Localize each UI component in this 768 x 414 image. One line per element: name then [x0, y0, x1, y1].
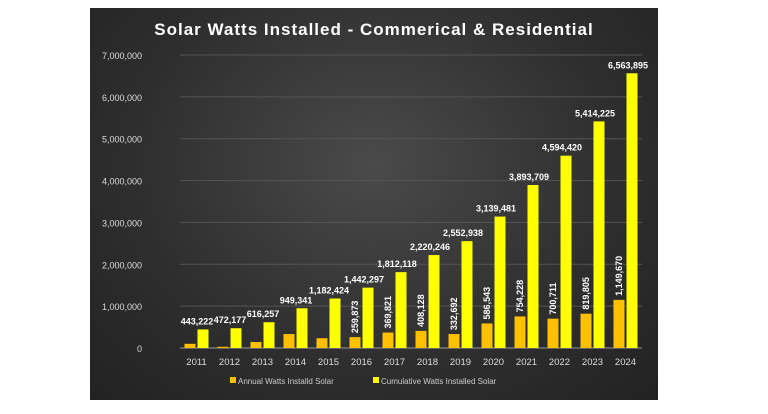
bar-cumulative [494, 216, 506, 348]
legend-swatch-annual [230, 377, 236, 383]
bar-annual [283, 334, 295, 348]
bar-annual [217, 346, 229, 348]
data-label-cumulative: 1,182,424 [309, 286, 349, 296]
data-label-cumulative: 6,563,895 [608, 60, 648, 70]
chart: Solar Watts Installed - Commerical & Res… [90, 8, 658, 400]
bar-annual [316, 338, 328, 348]
data-label-cumulative: 3,139,481 [476, 204, 516, 214]
data-label-annual: 754,228 [515, 280, 525, 313]
x-tick-label: 2017 [384, 357, 405, 368]
data-label-cumulative: 4,594,420 [542, 143, 582, 153]
y-tick-label: 2,000,000 [102, 260, 142, 270]
data-label-cumulative: 3,893,709 [509, 172, 549, 182]
x-tick-label: 2019 [450, 357, 471, 368]
bar-cumulative [593, 121, 605, 348]
bar-annual [415, 330, 427, 348]
y-tick-label: 5,000,000 [102, 135, 142, 145]
data-label-cumulative: 949,341 [280, 295, 313, 305]
data-label-annual: 1,149,670 [614, 256, 624, 296]
bar-cumulative [560, 155, 572, 348]
bar-annual [481, 323, 493, 348]
legend-swatch-cumulative [373, 377, 379, 383]
bar-cumulative [395, 272, 407, 348]
bar-cumulative [197, 329, 209, 348]
bar-annual [580, 313, 592, 348]
legend-label-annual: Annual Watts Installd Solar [238, 377, 334, 386]
data-label-annual: 369,821 [383, 296, 393, 329]
bar-cumulative [329, 298, 341, 348]
bar-cumulative [461, 241, 473, 348]
data-label-cumulative: 616,257 [247, 309, 280, 319]
bar-cumulative [428, 255, 440, 348]
bar-cumulative [296, 308, 308, 348]
bar-cumulative [626, 73, 638, 348]
x-tick-label: 2022 [549, 357, 570, 368]
data-label-cumulative: 5,414,225 [575, 108, 615, 118]
chart-title: Solar Watts Installed - Commerical & Res… [154, 20, 593, 39]
bar-annual [184, 343, 196, 348]
bar-annual [349, 337, 361, 348]
data-label-cumulative: 2,552,938 [443, 228, 483, 238]
y-tick-label: 4,000,000 [102, 177, 142, 187]
bar-annual [250, 341, 262, 348]
bar-cumulative [527, 185, 539, 348]
data-label-cumulative: 1,812,118 [377, 259, 417, 269]
x-tick-label: 2024 [615, 357, 636, 368]
data-label-annual: 332,692 [449, 298, 459, 331]
bar-cumulative [263, 322, 275, 348]
x-tick-label: 2018 [417, 357, 438, 368]
bar-annual [514, 316, 526, 348]
x-tick-label: 2021 [516, 357, 537, 368]
x-tick-label: 2023 [582, 357, 603, 368]
x-tick-label: 2014 [285, 357, 306, 368]
x-tick-label: 2011 [186, 357, 206, 368]
bar-annual [547, 318, 559, 348]
y-tick-label: 7,000,000 [102, 51, 142, 61]
chart-svg: Solar Watts Installed - Commerical & Res… [102, 20, 648, 386]
x-tick-label: 2020 [483, 357, 504, 368]
bar-annual [613, 299, 625, 348]
data-label-annual: 259,873 [350, 301, 360, 334]
x-tick-label: 2013 [252, 357, 273, 368]
data-label-cumulative: 2,220,246 [410, 242, 450, 252]
data-label-cumulative: 472,177 [214, 315, 247, 325]
bar-annual [382, 332, 394, 348]
legend-label-cumulative: Cumulative Watts Installed Solar [381, 377, 497, 386]
x-tick-label: 2012 [219, 357, 240, 368]
data-label-annual: 586,543 [482, 287, 492, 320]
bar-cumulative [362, 287, 374, 348]
y-tick-label: 3,000,000 [102, 218, 142, 228]
bar-cumulative [230, 328, 242, 348]
data-label-cumulative: 1,442,297 [344, 275, 384, 285]
data-label-cumulative: 443,222 [181, 316, 214, 326]
data-label-annual: 408,128 [416, 294, 426, 327]
x-tick-label: 2015 [318, 357, 339, 368]
data-label-annual: 700,711 [548, 283, 558, 315]
bar-annual [448, 334, 460, 348]
y-tick-label: 0 [137, 344, 142, 354]
y-tick-label: 1,000,000 [102, 302, 142, 312]
y-tick-label: 6,000,000 [102, 93, 142, 103]
x-tick-label: 2016 [351, 357, 372, 368]
data-label-annual: 819,805 [581, 277, 591, 310]
